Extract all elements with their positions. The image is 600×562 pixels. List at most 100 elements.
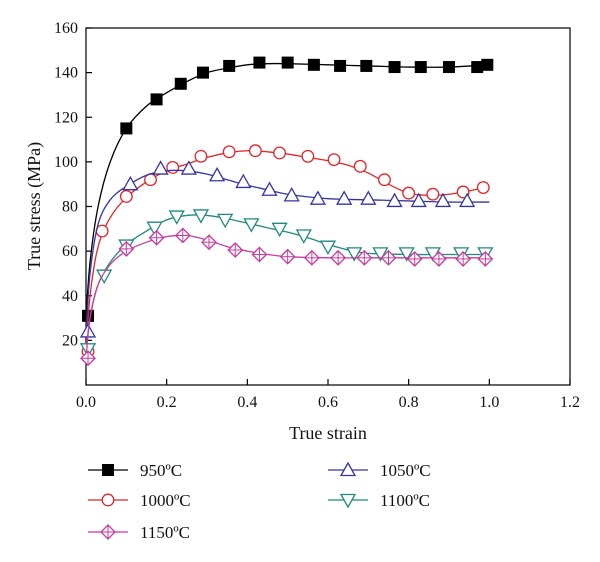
legend-item: 1100ºC (328, 491, 430, 510)
y-axis-title: True stress (MPa) (24, 142, 45, 270)
data-point (168, 210, 185, 225)
x-tick-label: 0.2 (157, 394, 177, 411)
data-point (119, 190, 133, 203)
series-3 (79, 209, 494, 358)
data-point (271, 222, 288, 238)
data-point (372, 247, 389, 262)
data-point (227, 242, 244, 258)
plot-border (85, 27, 571, 386)
data-point (481, 58, 494, 71)
data-point (79, 343, 97, 358)
legend-item: 1000ºC (88, 491, 191, 510)
data-point (410, 192, 427, 208)
y-tick-label: 20 (62, 332, 78, 349)
y-tick-label: 120 (54, 109, 78, 126)
x-tick-label: 0.4 (237, 394, 257, 411)
data-point (360, 59, 373, 72)
data-point (334, 59, 347, 72)
legend-label: 950ºC (140, 461, 182, 480)
data-point (398, 247, 415, 262)
data-point (253, 56, 266, 69)
data-point (330, 249, 347, 266)
data-point (378, 173, 391, 187)
data-point (402, 186, 416, 200)
data-point (443, 61, 455, 74)
data-point (388, 61, 401, 74)
x-tick-label: 1.2 (560, 394, 580, 411)
data-point (180, 160, 197, 175)
data-point (353, 159, 367, 173)
series-layer (79, 56, 494, 367)
data-point (196, 66, 209, 79)
data-point (455, 251, 472, 267)
data-point (217, 213, 234, 229)
data-point (273, 146, 287, 160)
data-point (96, 269, 113, 284)
data-point (261, 181, 278, 196)
data-point (426, 187, 440, 201)
data-point (120, 122, 133, 135)
plot-area (85, 27, 571, 386)
axis-ticks: 0.0 0.2 0.4 0.6 0.8 1.0 1.2 20 40 60 80 100 120 140 16… (54, 20, 580, 411)
data-point (301, 149, 315, 163)
legend-label: 1000ºC (140, 491, 191, 510)
y-tick-label: 100 (54, 154, 78, 171)
legend: 950ºC 1000ºC 1150ºC 1050ºC 1100ºC (88, 461, 431, 542)
x-tick-label: 0.6 (318, 394, 338, 411)
x-axis-title: True strain (289, 423, 367, 443)
data-point (80, 350, 96, 367)
legend-marker (339, 493, 357, 509)
legend-marker (102, 464, 114, 476)
data-point (356, 249, 373, 266)
x-tick-label: 0.8 (399, 394, 419, 411)
data-point (166, 161, 180, 174)
data-point (281, 56, 294, 69)
y-tick-label: 160 (54, 20, 78, 37)
data-point (192, 209, 210, 224)
data-point (434, 192, 452, 208)
data-point (295, 229, 312, 244)
data-point (201, 234, 217, 251)
series-line (85, 214, 490, 352)
data-point (380, 249, 397, 266)
data-point (118, 240, 135, 257)
legend-item: 950ºC (88, 461, 182, 480)
y-tick-label: 140 (54, 65, 78, 82)
data-point (283, 187, 300, 202)
data-point (414, 61, 427, 74)
data-point (208, 166, 226, 182)
series-2 (79, 160, 490, 338)
y-tick-label: 60 (62, 243, 78, 260)
data-point (303, 249, 320, 266)
data-point (243, 218, 260, 233)
data-point (150, 93, 163, 106)
legend-marker (101, 493, 115, 507)
legend-item: 1150ºC (88, 523, 190, 542)
x-tick-label: 0.0 (76, 394, 96, 411)
data-point (386, 192, 403, 208)
legend-marker (339, 461, 357, 477)
data-point (459, 192, 476, 208)
data-point (279, 248, 296, 265)
data-point (360, 190, 377, 205)
data-point (346, 247, 363, 262)
data-point (327, 153, 341, 167)
data-point (222, 145, 236, 159)
data-point (146, 221, 163, 237)
data-point (223, 59, 236, 72)
data-point (174, 77, 187, 90)
data-point (251, 246, 268, 263)
data-point (309, 190, 327, 205)
data-point (148, 229, 165, 246)
data-point (471, 61, 484, 74)
data-point (122, 175, 139, 191)
data-point (406, 251, 423, 267)
legend-item: 1050ºC (328, 461, 431, 480)
x-tick-label: 1.0 (479, 394, 499, 411)
y-tick-label: 40 (62, 288, 78, 305)
data-point (307, 58, 320, 71)
data-point (174, 227, 191, 244)
legend-label: 1050ºC (380, 461, 431, 480)
series-4 (80, 227, 494, 367)
